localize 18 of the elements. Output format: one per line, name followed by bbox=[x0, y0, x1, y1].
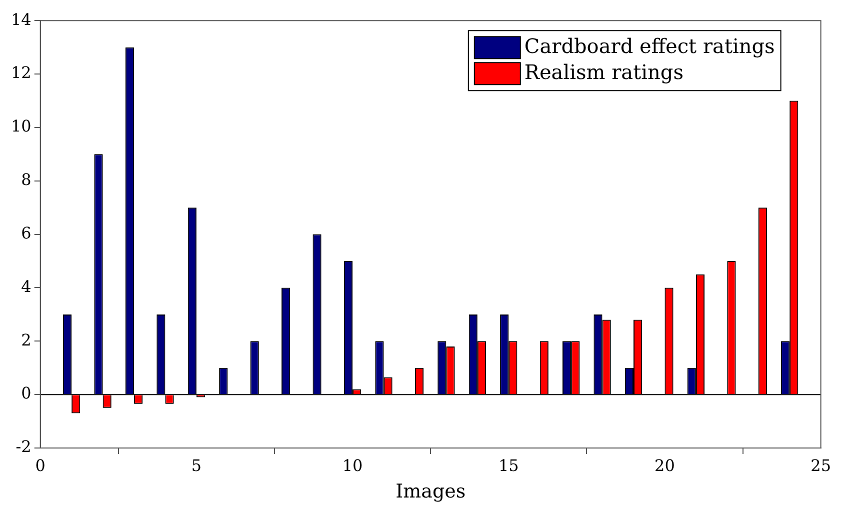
x-tick-label: 15 bbox=[498, 456, 519, 475]
x-tick-label: 20 bbox=[654, 456, 675, 475]
x-tick-label: 25 bbox=[810, 456, 831, 475]
y-tick-label: -2 bbox=[16, 437, 32, 456]
x-tick-label: 10 bbox=[342, 456, 363, 475]
legend-label: Cardboard effect ratings bbox=[524, 34, 775, 58]
y-tick-label: 4 bbox=[21, 276, 32, 296]
legend-label: Realism ratings bbox=[524, 60, 684, 84]
y-tick-label: 6 bbox=[21, 223, 32, 242]
x-tick-label: 5 bbox=[191, 456, 202, 475]
x-axis-title: Images bbox=[396, 480, 466, 503]
y-tick-label: 14 bbox=[11, 10, 32, 29]
y-tick-label: 0 bbox=[21, 384, 32, 403]
y-tick-label: 2 bbox=[21, 330, 32, 350]
x-tick-label: 0 bbox=[35, 456, 46, 475]
y-tick-label: 8 bbox=[21, 170, 32, 190]
y-tick-label: 12 bbox=[11, 63, 32, 82]
y-tick-label: 10 bbox=[11, 116, 32, 136]
